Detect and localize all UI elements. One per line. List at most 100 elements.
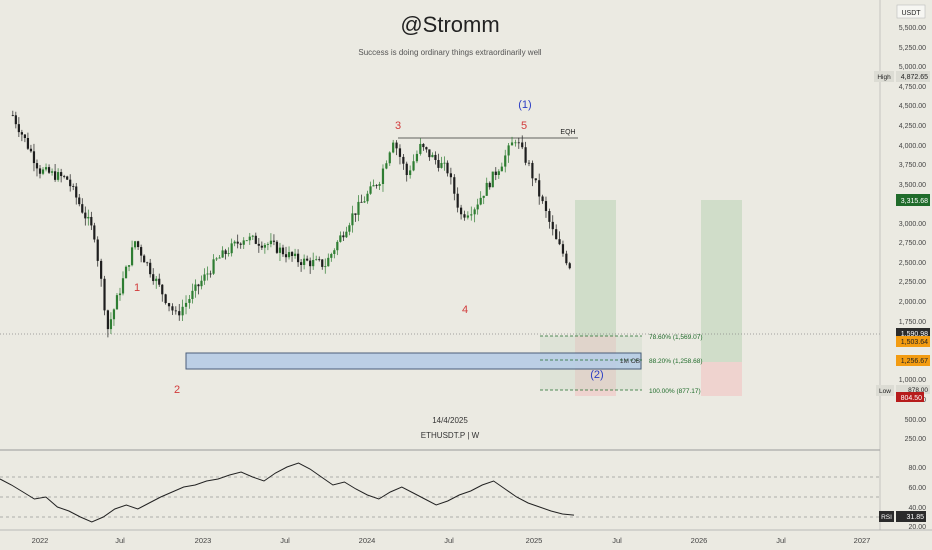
candle-body <box>369 186 372 194</box>
rsi-tick: 20.00 <box>908 524 926 531</box>
target-zone-2 <box>701 200 742 362</box>
y-tick: 250.00 <box>905 436 927 443</box>
candle-body <box>415 153 419 162</box>
candle-body <box>409 170 412 176</box>
level-1503-badge <box>896 336 930 347</box>
wave-4-label: 4 <box>462 304 468 316</box>
order-block-box <box>185 352 642 370</box>
y-tick: 500.00 <box>905 417 927 424</box>
candle-body <box>357 201 360 215</box>
level-1256: 1,256.67 <box>901 358 928 365</box>
candle-body <box>293 253 297 256</box>
candle-body <box>161 284 164 295</box>
x-tick: 2025 <box>526 536 543 545</box>
candle-body <box>565 253 568 264</box>
candle-body <box>181 306 184 316</box>
candle-body <box>41 169 45 174</box>
x-tick: Jul <box>612 536 622 545</box>
candle-body <box>124 266 128 279</box>
candle-body <box>405 163 408 176</box>
candle-body <box>14 115 17 125</box>
candle-body <box>388 152 391 164</box>
candle-body <box>130 247 134 266</box>
candle-body <box>38 168 42 174</box>
y-tick: 2,000.00 <box>899 299 926 306</box>
candle-body <box>473 209 476 215</box>
candle-body <box>72 186 75 187</box>
candle-body <box>306 258 309 261</box>
candle-body <box>206 273 209 275</box>
footer-symbol: ETHUSDT.P | W <box>421 431 480 440</box>
high-value: 4,872.65 <box>901 74 928 81</box>
candle-body <box>296 253 300 263</box>
candle-body <box>140 247 143 256</box>
candle-body <box>534 178 537 181</box>
candle-body <box>69 179 72 187</box>
candle-body <box>500 166 503 172</box>
y-tick: 4,000.00 <box>899 143 926 150</box>
candle-body <box>476 204 479 210</box>
candle-body <box>315 259 318 261</box>
candle-body <box>488 182 491 188</box>
candle-body <box>524 147 527 163</box>
rsi-value-badge <box>896 511 926 522</box>
candle-body <box>354 213 357 215</box>
level-1503: 1,503.64 <box>901 339 928 346</box>
candle-body <box>456 193 459 208</box>
x-tick: 2024 <box>359 536 376 545</box>
candle-body <box>284 254 288 258</box>
wave-2-small-label: 2 <box>174 384 180 396</box>
candle-body <box>333 250 336 254</box>
candle-body <box>425 147 428 150</box>
candle-body <box>218 257 221 259</box>
candle-body <box>345 231 348 238</box>
x-tick: 2022 <box>32 536 49 545</box>
footer-date: 14/4/2025 <box>432 416 468 425</box>
level-804: 804.50 <box>901 395 923 402</box>
candle-body <box>385 163 388 169</box>
candle-body <box>11 115 14 117</box>
x-tick: 2027 <box>854 536 871 545</box>
candle-body <box>366 193 369 202</box>
x-tick: Jul <box>115 536 125 545</box>
candle-body <box>309 260 312 267</box>
high-label: High <box>877 74 891 81</box>
x-tick: 2023 <box>195 536 212 545</box>
candle-body <box>133 241 137 248</box>
target-value-badge <box>896 194 930 206</box>
rsi-tick: 60.00 <box>908 485 926 492</box>
candle-body <box>446 162 449 174</box>
low-label: Low <box>879 388 891 395</box>
candle-body <box>561 244 565 254</box>
candle-body <box>194 284 197 291</box>
y-tick: 2,250.00 <box>899 279 926 286</box>
candle-body <box>318 259 321 261</box>
candle-body <box>149 262 152 275</box>
candle-body <box>66 176 69 180</box>
y-tick: 1,000.00 <box>899 377 926 384</box>
low-label-badge <box>876 385 894 396</box>
candle-body <box>191 290 194 300</box>
candle-body <box>351 213 354 226</box>
candle-body <box>395 142 398 149</box>
candle-body <box>96 239 99 261</box>
candle-body <box>336 241 339 251</box>
wave-1-small-label: 1 <box>134 282 140 294</box>
candle-body <box>360 201 363 203</box>
candle-body <box>363 201 366 203</box>
candle-body <box>375 185 378 186</box>
candle-body <box>479 197 482 205</box>
candle-body <box>203 274 206 281</box>
candle-body <box>555 229 558 240</box>
ob-label: 1M OB <box>620 358 640 365</box>
candle-body <box>78 197 81 205</box>
high-value-badge <box>896 71 930 82</box>
candle-body <box>453 177 456 194</box>
candle-body <box>84 212 87 219</box>
candle-body <box>221 250 224 258</box>
fib-786-label: 78.60% (1,569.07) <box>649 334 702 341</box>
candle-body <box>90 216 93 226</box>
candle-body <box>121 278 125 294</box>
currency-badge[interactable] <box>896 4 926 19</box>
